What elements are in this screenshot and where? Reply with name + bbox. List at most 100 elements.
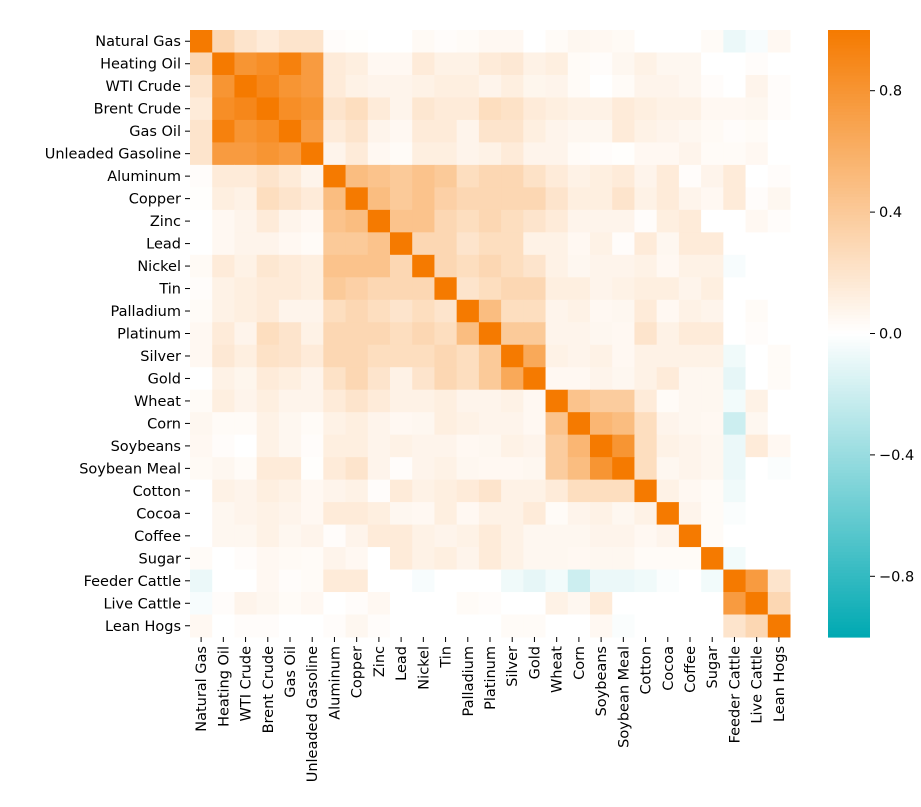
- x-tick-label: Nickel: [416, 646, 432, 690]
- heatmap-cell: [345, 277, 369, 301]
- heatmap-cell: [523, 97, 547, 121]
- heatmap-cell: [723, 547, 747, 571]
- heatmap-cell: [567, 232, 591, 256]
- heatmap-cell: [745, 52, 769, 76]
- y-tick-label: Gas Oil: [129, 124, 181, 140]
- colorbar-segment: [828, 603, 870, 608]
- heatmap-cell: [678, 142, 702, 166]
- heatmap-cell: [701, 322, 724, 346]
- heatmap-cell: [656, 74, 680, 98]
- heatmap-cell: [590, 30, 613, 53]
- heatmap-cell: [478, 164, 502, 188]
- heatmap-cell: [590, 434, 613, 458]
- heatmap-cell: [723, 277, 747, 301]
- heatmap-cell: [345, 254, 369, 278]
- heatmap-cell: [545, 547, 569, 571]
- heatmap-cell: [701, 434, 724, 458]
- x-tick-label: Gas Oil: [283, 646, 299, 698]
- heatmap-cell: [212, 119, 235, 143]
- heatmap-cell: [190, 299, 213, 323]
- heatmap-cell: [767, 479, 791, 503]
- heatmap-cell: [745, 412, 769, 436]
- heatmap-cell: [434, 367, 458, 391]
- heatmap-cell: [523, 232, 547, 256]
- heatmap-cell: [678, 164, 702, 188]
- heatmap-cell: [612, 299, 635, 323]
- heatmap-cell: [434, 254, 458, 278]
- heatmap-cell: [612, 97, 635, 121]
- colorbar-segment: [828, 582, 870, 587]
- colorbar-segment: [828, 451, 870, 456]
- heatmap-cell: [767, 142, 791, 166]
- heatmap-cell: [256, 97, 280, 121]
- heatmap-cell: [390, 592, 413, 616]
- heatmap-cell: [345, 344, 369, 368]
- heatmap-cell: [390, 614, 413, 638]
- colorbar-segment: [828, 81, 870, 86]
- heatmap-cell: [301, 412, 324, 436]
- heatmap-cell: [523, 254, 547, 278]
- heatmap-cell: [278, 412, 302, 436]
- heatmap-cell: [212, 322, 235, 346]
- heatmap-cell: [390, 232, 413, 256]
- heatmap-cell: [301, 322, 324, 346]
- colorbar-segment: [828, 312, 870, 316]
- heatmap-cell: [345, 209, 369, 233]
- colorbar-segment: [828, 530, 870, 535]
- heatmap-cell: [545, 479, 569, 503]
- heatmap-cell: [612, 457, 635, 481]
- heatmap-cell: [767, 299, 791, 323]
- heatmap-cell: [301, 457, 324, 481]
- heatmap-cell: [234, 502, 258, 526]
- colorbar-segment: [828, 30, 870, 34]
- heatmap-cell: [767, 524, 791, 548]
- colorbar-segment: [828, 142, 870, 146]
- heatmap-cell: [678, 524, 702, 548]
- heatmap-cell: [234, 479, 258, 503]
- colorbar-segment: [828, 570, 870, 574]
- colorbar-segment: [828, 439, 870, 444]
- heatmap-cell: [234, 322, 258, 346]
- heatmap-cell: [367, 412, 391, 436]
- x-tick-label: Tin: [439, 646, 455, 669]
- heatmap-cell: [278, 277, 302, 301]
- colorbar-segment: [828, 354, 870, 359]
- heatmap-cell: [612, 592, 635, 616]
- heatmap-cell: [345, 97, 369, 121]
- heatmap-cell: [478, 592, 502, 616]
- heatmap-cell: [234, 30, 258, 53]
- heatmap-cell: [545, 389, 569, 413]
- heatmap-cell: [523, 434, 547, 458]
- heatmap-cell: [612, 524, 635, 548]
- heatmap-cell: [501, 614, 524, 638]
- heatmap-cell: [412, 389, 435, 413]
- heatmap-cell: [256, 502, 280, 526]
- heatmap-cell: [478, 457, 502, 481]
- heatmap-cell: [478, 209, 502, 233]
- colorbar-segment: [828, 427, 870, 432]
- heatmap-cell: [501, 254, 524, 278]
- heatmap-cell: [301, 187, 324, 211]
- heatmap-cell: [767, 614, 791, 638]
- heatmap-cell: [767, 412, 791, 436]
- heatmap-cell: [590, 592, 613, 616]
- heatmap-cell: [478, 412, 502, 436]
- heatmap-cell: [456, 389, 480, 413]
- heatmap-cell: [656, 187, 680, 211]
- colorbar-segment: [828, 621, 870, 626]
- colorbar-segment: [828, 409, 870, 414]
- colorbar-segment: [828, 491, 870, 495]
- heatmap-cell: [745, 164, 769, 188]
- heatmap-cell: [723, 434, 747, 458]
- heatmap-cell: [634, 277, 658, 301]
- heatmap-cell: [545, 457, 569, 481]
- colorbar-segment: [828, 479, 870, 483]
- heatmap-cell: [767, 322, 791, 346]
- heatmap-cell: [523, 502, 547, 526]
- heatmap-cell: [723, 322, 747, 346]
- heatmap-cell: [256, 209, 280, 233]
- heatmap-cell: [456, 187, 480, 211]
- heatmap-cell: [456, 52, 480, 76]
- heatmap-cell: [367, 277, 391, 301]
- heatmap-cell: [612, 367, 635, 391]
